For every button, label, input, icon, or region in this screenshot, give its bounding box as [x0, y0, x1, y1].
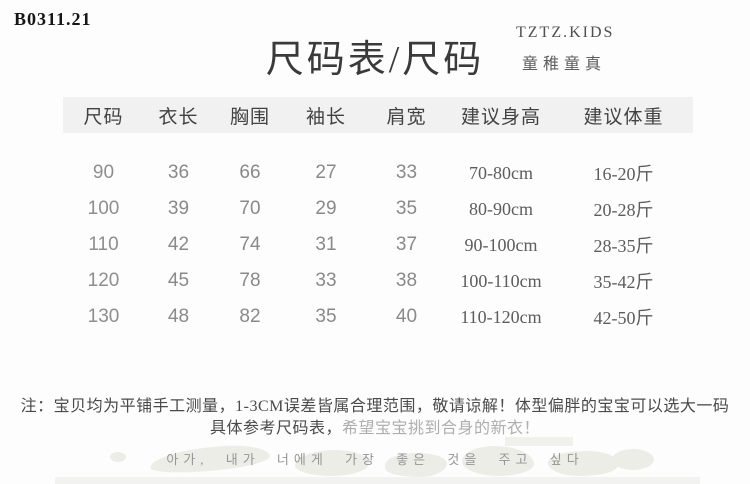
product-code: B0311.21: [14, 9, 92, 29]
table-cell: 37: [395, 234, 418, 255]
table-cell: 28-35斤: [593, 236, 654, 256]
column-header: 尺码: [83, 106, 124, 128]
footer-korean-tagline: 아가, 내가 너에게 가장 좋은 것을 주고 싶다: [166, 452, 584, 467]
column-header: 肩宽: [386, 106, 427, 128]
table-cell: 48: [167, 306, 190, 327]
brand-slogan: 童稚童真: [522, 56, 607, 73]
table-row: 100 39 70 29 35 80-90cm 20-28斤: [63, 191, 693, 227]
table-cell: 100: [87, 198, 120, 219]
table-cell: 70: [239, 198, 261, 219]
column-header: 胸围: [229, 106, 270, 128]
table-cell: 130: [87, 306, 120, 327]
column-header: 袖长: [305, 106, 346, 128]
size-table-body: 90 36 66 27 33 70-80cm 16-20斤 100 39 70 29 35 80-90c…: [63, 133, 693, 335]
table-cell: 31: [315, 234, 337, 255]
table-cell: 74: [239, 234, 261, 255]
table-cell: 36: [167, 162, 190, 183]
table-cell: 110: [88, 234, 119, 255]
bottom-fade-strip: [55, 477, 700, 484]
table-cell: 42: [167, 234, 190, 255]
table-cell: 42-50斤: [593, 308, 654, 328]
table-cell: 33: [315, 270, 337, 291]
column-header: 衣长: [158, 106, 199, 128]
table-cell: 38: [395, 270, 418, 291]
table-row: 130 48 82 35 40 110-120cm 42-50斤: [63, 299, 693, 335]
table-cell: 29: [315, 198, 337, 219]
watermark-blob: [462, 446, 534, 476]
note-line-1: 注：宝贝均为平铺手工测量，1-3CM误差皆属合理范围，敬请谅解！体型偏胖的宝宝可…: [20, 398, 730, 415]
table-cell: 20-28斤: [593, 200, 654, 220]
watermark-blob: [505, 437, 573, 446]
table-cell: 33: [395, 162, 418, 183]
table-cell: 40: [395, 306, 418, 327]
size-table-header: 尺码 衣长 胸围 袖长 肩宽 建议身高 建议体重: [63, 97, 693, 133]
note-line-2-faded: 希望宝宝挑到合身的新衣！: [342, 420, 541, 437]
table-cell: 100-110cm: [460, 270, 542, 291]
table-row: 120 45 78 33 38 100-110cm 35-42斤: [63, 263, 693, 299]
column-header: 建议身高: [460, 106, 541, 128]
size-table: 尺码 衣长 胸围 袖长 肩宽 建议身高 建议体重 90 36 66 27 33 70-80cm 16-2…: [63, 97, 693, 335]
table-cell: 80-90cm: [469, 198, 533, 219]
table-cell: 90-100cm: [464, 234, 538, 255]
table-cell: 90: [92, 162, 115, 183]
table-cell: 35-42斤: [593, 272, 654, 292]
table-cell: 120: [87, 270, 120, 291]
table-row: 110 42 74 31 37 90-100cm 28-35斤: [63, 227, 693, 263]
watermark-blob: [110, 452, 126, 462]
table-cell: 39: [167, 198, 190, 219]
watermark-blob: [548, 451, 618, 476]
table-cell: 66: [239, 162, 261, 183]
table-cell: 82: [239, 306, 261, 327]
table-cell: 45: [167, 270, 190, 291]
table-cell: 35: [315, 306, 337, 327]
table-cell: 110-120cm: [460, 306, 542, 327]
watermark-blob: [385, 453, 447, 477]
column-header: 建议体重: [583, 106, 664, 128]
table-row: 90 36 66 27 33 70-80cm 16-20斤: [63, 133, 693, 191]
page-title: 尺码表/尺码: [265, 39, 485, 81]
watermark-blob: [295, 450, 369, 476]
header-row: 尺码 衣长 胸围 袖长 肩宽 建议身高 建议体重: [63, 97, 693, 133]
note-line-2: 具体参考尺码表，希望宝宝挑到合身的新衣！: [0, 418, 750, 440]
brand-name: TZTZ.KIDS: [516, 24, 615, 41]
table-cell: 35: [395, 198, 418, 219]
note-line-2-start: 具体参考尺码表，: [209, 420, 342, 437]
table-cell: 78: [239, 270, 261, 291]
table-cell: 27: [315, 162, 337, 183]
table-cell: 16-20斤: [593, 164, 654, 184]
table-cell: 70-80cm: [469, 162, 533, 183]
watermark-blob: [612, 449, 654, 470]
measurement-note: 注：宝贝均为平铺手工测量，1-3CM误差皆属合理范围，敬请谅解！体型偏胖的宝宝可…: [0, 396, 750, 440]
